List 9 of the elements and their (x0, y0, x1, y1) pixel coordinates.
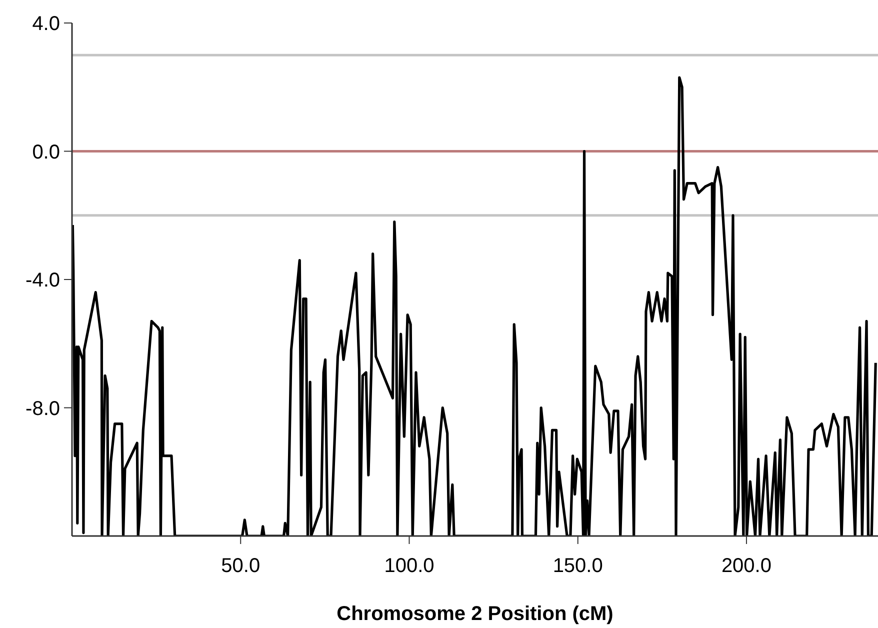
y-tick-label: 4.0 (32, 13, 60, 36)
x-axis-title: Chromosome 2 Position (cM) (336, 603, 614, 625)
x-tick-label: 50.0 (221, 555, 260, 578)
x-tick-label: 100.0 (384, 555, 434, 578)
y-tick-label: -8.0 (26, 398, 60, 420)
x-tick-label: 200.0 (721, 555, 772, 578)
x-tick-label: 150.0 (552, 555, 603, 578)
y-tick-label: 0.0 (32, 141, 60, 164)
y-tick-label: -4.0 (26, 270, 60, 292)
